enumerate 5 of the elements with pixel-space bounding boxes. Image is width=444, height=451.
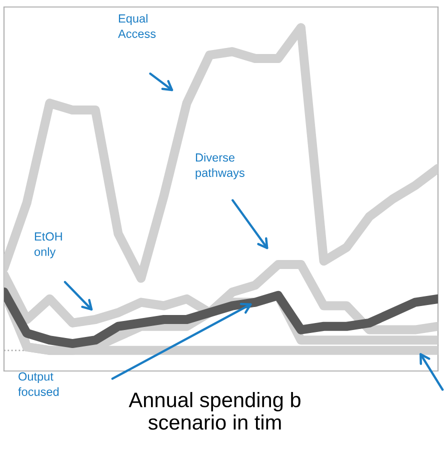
annotation: Equal Access: [118, 14, 156, 38]
text: Output focused: [18, 372, 59, 396]
text: Annual spending b scenario in tim: [128, 392, 300, 430]
annotation: EtOH only: [34, 232, 62, 258]
annotation: Diverse pathways: [196, 153, 244, 180]
